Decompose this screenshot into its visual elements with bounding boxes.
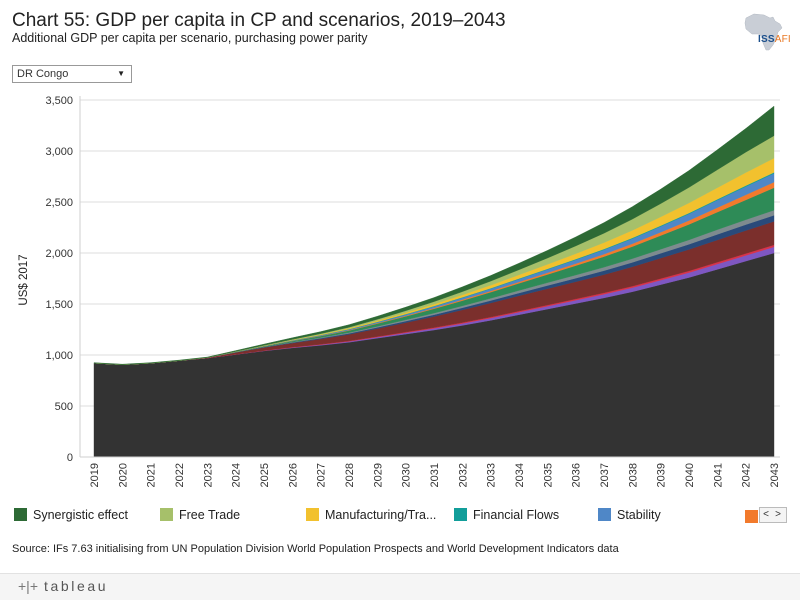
x-tick-label: 2028	[344, 463, 356, 487]
legend: Synergistic effect Free Trade Manufacturin…	[14, 508, 800, 530]
legend-label: Stability	[617, 508, 661, 522]
iss-afi-logo: ISSAFI	[758, 34, 791, 45]
x-tick-label: 2039	[656, 463, 668, 487]
x-tick-label: 2023	[202, 463, 214, 487]
x-tick-label: 2019	[89, 463, 101, 487]
y-tick-label: 0	[67, 452, 73, 464]
africa-map-logo	[744, 13, 783, 51]
legend-pager: < >	[759, 507, 787, 523]
legend-swatch	[598, 508, 611, 521]
area-series	[93, 105, 775, 458]
legend-swatch	[14, 508, 27, 521]
legend-item[interactable]: Synergistic effect	[14, 508, 128, 526]
x-tick-label: 2041	[712, 463, 724, 487]
x-tick-label: 2021	[146, 463, 158, 487]
chart-title: Chart 55: GDP per capita in CP and scena…	[12, 10, 506, 31]
legend-next-button[interactable]: >	[775, 509, 781, 520]
chevron-down-icon: ▼	[117, 69, 125, 78]
x-tick-label: 2038	[627, 463, 639, 487]
x-tick-label: 2032	[457, 463, 469, 487]
x-tick-label: 2035	[542, 463, 554, 487]
chart-subtitle: Additional GDP per capita per scenario, …	[12, 31, 368, 45]
area-series-synergistic-effect[interactable]	[93, 105, 775, 365]
legend-prev-button[interactable]: <	[763, 509, 769, 520]
x-tick-label: 2025	[259, 463, 271, 487]
legend-label: Synergistic effect	[33, 508, 128, 522]
y-tick-label: 1,000	[45, 350, 73, 362]
x-tick-label: 2022	[174, 463, 186, 487]
axes	[79, 96, 780, 458]
x-tick-label: 2033	[486, 463, 498, 487]
x-tick-label: 2024	[231, 463, 243, 487]
tableau-footer: +|+ tableau	[0, 573, 800, 600]
legend-swatch	[306, 508, 319, 521]
x-tick-labels: 2019 2020 2021 2022 2023 2024 2025 2026 2027 2028…	[89, 463, 781, 487]
x-tick-label: 2037	[599, 463, 611, 487]
x-tick-label: 2026	[287, 463, 299, 487]
y-tick-label: 1,500	[45, 299, 73, 311]
legend-overflow-swatch	[745, 510, 758, 523]
logo-text-iss: ISS	[758, 34, 775, 45]
country-dropdown[interactable]: DR Congo ▼	[12, 65, 132, 83]
x-tick-label: 2036	[571, 463, 583, 487]
africa-map-icon	[744, 13, 783, 51]
legend-label: Financial Flows	[473, 508, 560, 522]
legend-label: Free Trade	[179, 508, 241, 522]
legend-item[interactable]: Financial Flows	[454, 508, 559, 526]
country-dropdown-value: DR Congo	[17, 68, 69, 80]
x-tick-label: 2031	[429, 463, 441, 487]
y-tick-label: 2,000	[45, 248, 73, 260]
x-tick-label: 2029	[372, 463, 384, 487]
legend-item[interactable]: Stability	[598, 508, 661, 526]
legend-label: Manufacturing/Tra...	[325, 508, 437, 522]
x-tick-label: 2040	[684, 463, 696, 487]
x-tick-label: 2030	[401, 463, 413, 487]
tableau-brand-text: tableau	[44, 578, 109, 594]
x-tick-label: 2027	[316, 463, 328, 487]
x-tick-label: 2020	[117, 463, 129, 487]
y-tick-label: 500	[55, 401, 73, 413]
y-tick-labels: 0 500 1,000 1,500 2,000 2,500 3,000 3,500	[45, 95, 73, 464]
legend-item[interactable]: Manufacturing/Tra...	[306, 508, 436, 526]
legend-swatch	[160, 508, 173, 521]
tableau-mark-icon: +|+	[18, 578, 38, 594]
tableau-logo[interactable]: +|+ tableau	[18, 578, 108, 594]
y-tick-label: 3,500	[45, 95, 73, 107]
y-tick-label: 2,500	[45, 197, 73, 209]
legend-item[interactable]: Free Trade	[160, 508, 240, 526]
source-note: Source: IFs 7.63 initialising from UN Po…	[12, 543, 619, 555]
x-tick-label: 2042	[741, 463, 753, 487]
x-tick-label: 2043	[769, 463, 781, 487]
y-tick-label: 3,000	[45, 146, 73, 158]
logo-text-afi: AFI	[774, 34, 791, 45]
x-tick-label: 2034	[514, 463, 526, 487]
legend-swatch	[454, 508, 467, 521]
